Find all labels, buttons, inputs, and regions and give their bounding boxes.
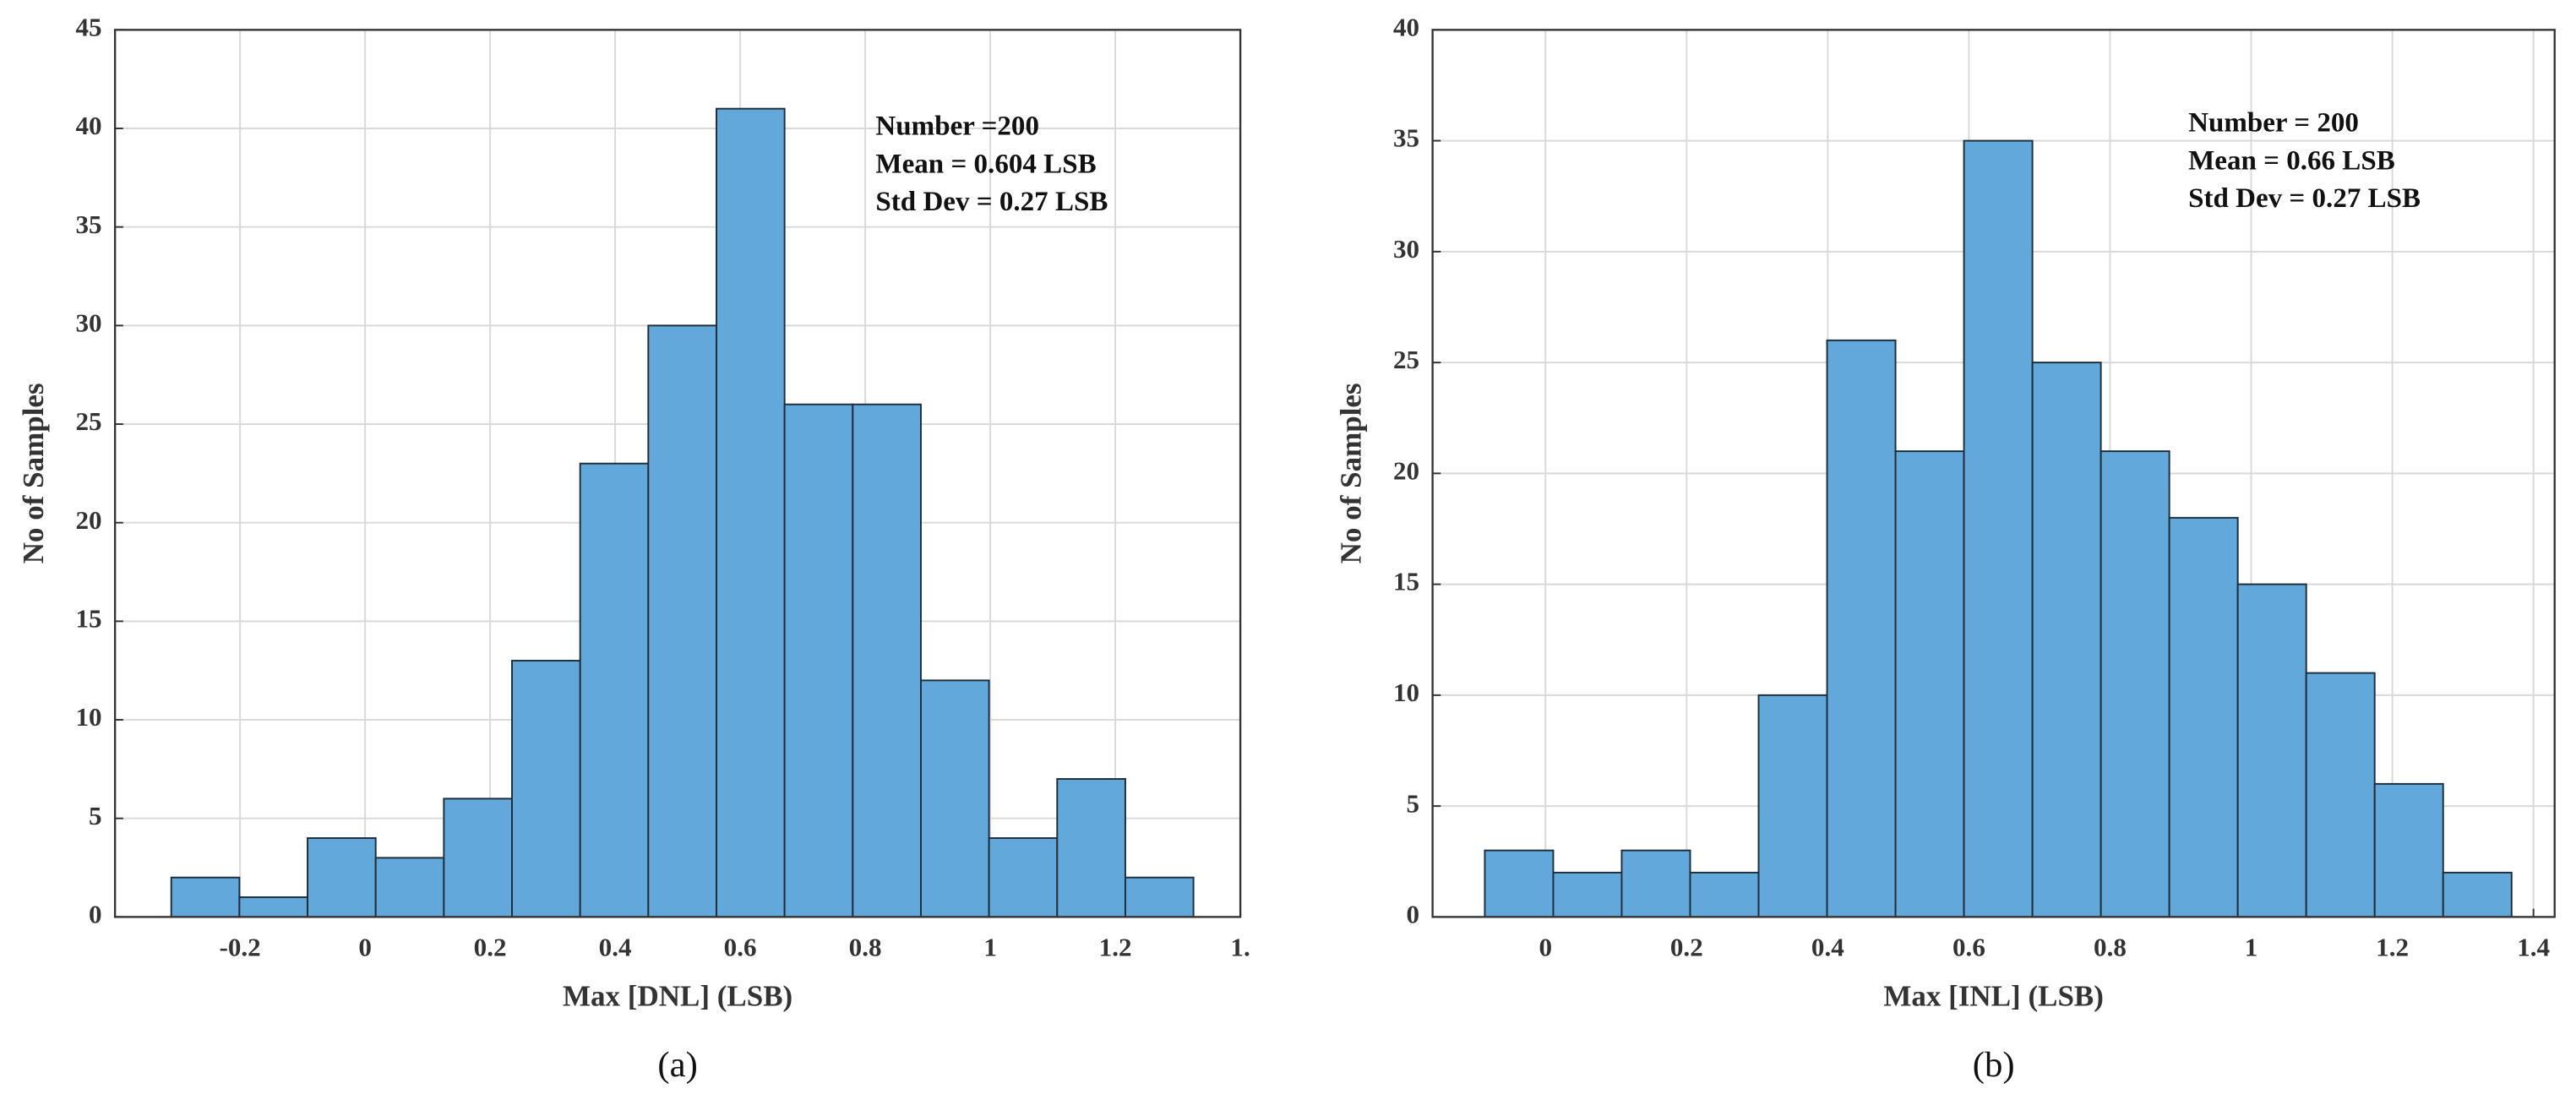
bar (1484, 849, 1555, 918)
bar (443, 798, 513, 918)
y-tick-label: 35 (1393, 123, 1419, 153)
axes-frame (1431, 29, 2556, 918)
bar (1124, 876, 1195, 918)
y-tick-label: 0 (1406, 900, 1419, 929)
x-tick-label: -0.2 (219, 932, 260, 961)
x-tick-label: 1. (1230, 932, 1250, 961)
x-tick-label: 0.6 (724, 932, 757, 961)
bar (579, 462, 650, 918)
y-tick-label: 15 (75, 604, 101, 634)
bar (1757, 694, 1828, 918)
x-tick-label: 1 (2245, 932, 2258, 961)
y-tick-label: 40 (1393, 12, 1419, 41)
x-tick-label: 1 (983, 932, 997, 961)
bar (170, 876, 241, 918)
y-tick-label: 30 (75, 308, 101, 337)
x-tick-label: 0.6 (1952, 932, 1985, 961)
y-tick-label: 25 (1393, 345, 1419, 374)
x-tick-label: 0.4 (599, 932, 632, 961)
y-tick-label: 20 (1393, 455, 1419, 485)
bar (1689, 871, 1760, 918)
bar (783, 403, 854, 918)
bar (1620, 849, 1691, 918)
y-tick-label: 5 (89, 801, 102, 830)
x-tick-label: 0.4 (1811, 932, 1844, 961)
bar (919, 679, 990, 918)
y-tick-label: 35 (75, 210, 101, 239)
bar (988, 837, 1059, 918)
bar (2168, 516, 2239, 918)
bar (1552, 871, 1623, 918)
y-tick-label: 15 (1393, 567, 1419, 596)
bar (2031, 362, 2102, 918)
bar (647, 324, 717, 918)
x-tick-label: 1.4 (2517, 932, 2550, 961)
x-tick-label: 0.8 (849, 932, 882, 961)
annotation: Number =200 (875, 112, 1039, 142)
x-axis-label: Max [DNL] (LSB) (563, 980, 792, 1013)
x-tick-label: 1.2 (1099, 932, 1132, 961)
bar (511, 660, 581, 918)
bar (1056, 778, 1126, 918)
x-tick-label: 1.2 (2376, 932, 2409, 961)
x-axis-label: Max [INL] (LSB) (1883, 980, 2104, 1013)
bar (307, 837, 377, 918)
x-tick-label: 0.8 (2094, 932, 2127, 961)
x-tick-label: 0.2 (1670, 932, 1703, 961)
bar (2442, 871, 2513, 918)
x-tick-label: 0.2 (474, 932, 507, 961)
bar (852, 403, 922, 918)
annotation: Std Dev = 0.27 LSB (875, 187, 1108, 217)
annotation: Mean = 0.66 LSB (2188, 145, 2395, 176)
x-tick-label: 0 (358, 932, 372, 961)
y-tick-label: 40 (75, 111, 101, 140)
y-tick-label: 20 (75, 505, 101, 535)
y-axis-label: No of Samples (17, 383, 50, 563)
bar (1826, 339, 1897, 918)
bar (716, 107, 786, 918)
bar (1963, 139, 2034, 918)
bar (374, 857, 445, 918)
y-tick-label: 5 (1406, 788, 1419, 818)
bar (2373, 782, 2444, 918)
bar (2099, 450, 2170, 918)
y-tick-label: 25 (75, 406, 101, 436)
caption: (b) (1973, 1045, 2015, 1085)
y-tick-label: 10 (1393, 678, 1419, 707)
x-tick-label: 0 (1539, 932, 1552, 961)
annotation: Std Dev = 0.27 LSB (2188, 183, 2421, 214)
axes-frame (113, 29, 1242, 918)
y-tick-label: 10 (75, 702, 101, 732)
bar (2305, 672, 2376, 918)
caption: (a) (657, 1045, 697, 1085)
y-tick-label: 0 (89, 900, 102, 929)
bar (2236, 583, 2307, 918)
bar (1894, 450, 1965, 918)
annotation: Number = 200 (2188, 108, 2359, 139)
y-axis-label: No of Samples (1334, 383, 1367, 563)
bar (238, 896, 309, 918)
y-tick-label: 30 (1393, 234, 1419, 264)
y-tick-label: 45 (75, 12, 101, 41)
annotation: Mean = 0.604 LSB (875, 149, 1096, 179)
